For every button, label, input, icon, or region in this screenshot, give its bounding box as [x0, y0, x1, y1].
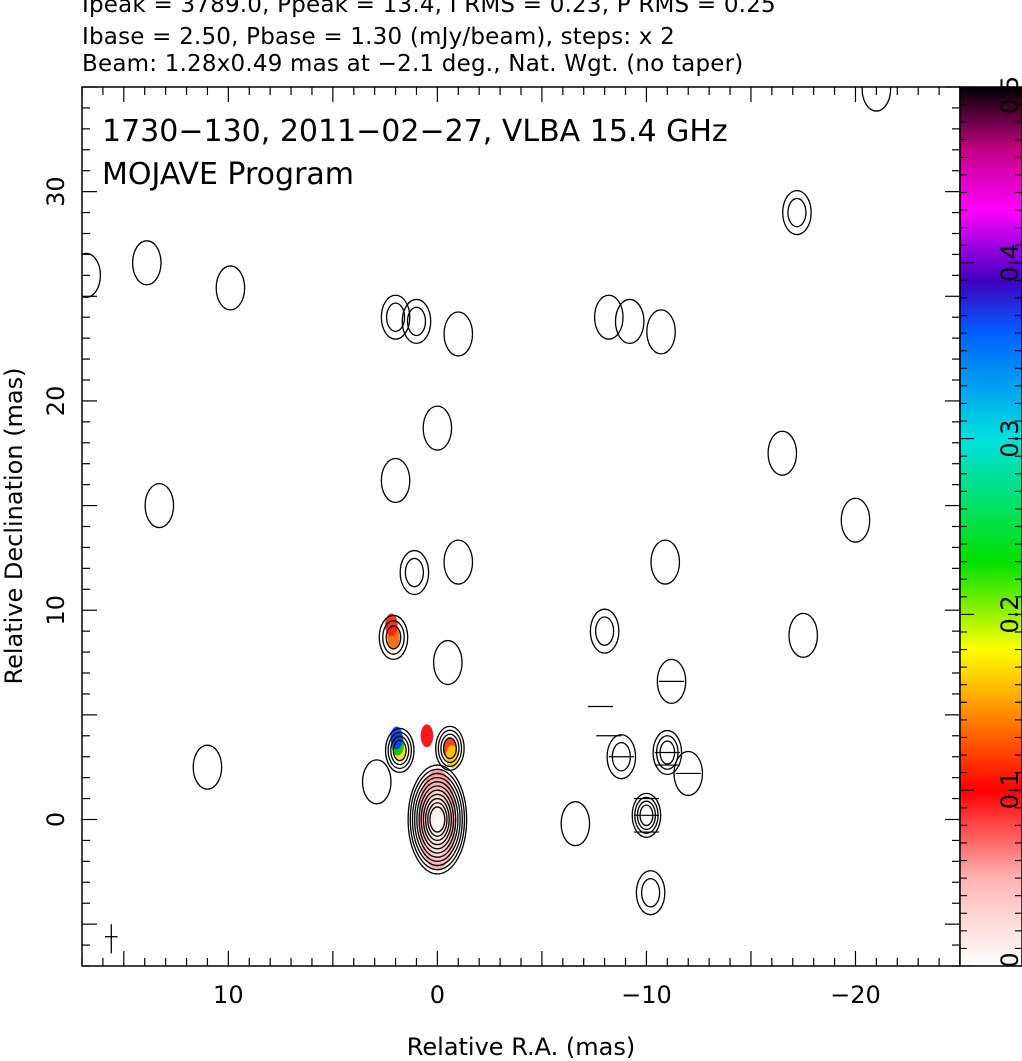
chart-annotation-source: 1730−130, 2011−02−27, VLBA 15.4 GHz	[102, 114, 728, 149]
chart-annotation-program: MOJAVE Program	[102, 157, 354, 192]
polarization-colour-patch	[420, 724, 434, 748]
contour-line	[427, 802, 448, 837]
y-tick-label: 10	[42, 595, 70, 626]
contour-line	[406, 306, 427, 337]
contour-line	[385, 625, 402, 650]
colorbar-tick-label: 0.5	[996, 76, 1022, 114]
x-tick-label: −10	[621, 981, 672, 1009]
contour-line	[361, 759, 392, 805]
contour-line	[385, 302, 406, 332]
header-line-beam: Beam: 1.28x0.49 mas at −2.1 deg., Nat. W…	[82, 51, 744, 77]
contour-line	[411, 772, 463, 867]
contour-line	[422, 793, 452, 846]
contour-line	[593, 294, 624, 340]
contour-line	[560, 801, 591, 847]
contour-line	[418, 785, 457, 854]
contour-line	[440, 733, 460, 764]
colorbar-tick-label: 0.3	[996, 420, 1022, 458]
y-tick-label: 30	[42, 176, 70, 207]
contour-line	[378, 614, 409, 661]
contour-line	[416, 781, 459, 858]
contour-line	[404, 557, 425, 588]
header-line-base-levels: Ibase = 2.50, Pbase = 1.30 (mJy/beam), s…	[82, 24, 675, 50]
contour-line	[192, 744, 223, 790]
contour-line	[380, 294, 411, 340]
contour-line	[442, 737, 457, 760]
contour-line	[788, 612, 819, 658]
contour-line	[435, 725, 465, 771]
core-colour-fill	[418, 769, 457, 870]
contour-line	[424, 797, 450, 842]
contour-line	[387, 731, 413, 770]
contour-line	[652, 729, 683, 776]
colorbar-ticks: 0 0.1 0.2 0.3 0.4 0.5	[960, 76, 1022, 968]
contour-line	[392, 739, 407, 762]
contour-line	[646, 309, 676, 355]
contour-line	[414, 776, 461, 863]
axes-group: 10 0 −10 −20 0 10 20 30	[42, 86, 961, 1009]
x-tick-label: 10	[213, 981, 244, 1009]
contour-line	[594, 616, 615, 646]
contour-line	[429, 806, 446, 833]
colorbar-tick-label: 0.2	[996, 595, 1022, 633]
contour-line	[656, 658, 687, 704]
stokes-i-contours	[82, 87, 892, 875]
contour-line	[673, 750, 704, 797]
contour-line	[443, 539, 474, 585]
plot-frame	[81, 86, 961, 967]
contour-line	[382, 620, 405, 655]
x-axis-label: Relative R.A. (mas)	[407, 1033, 635, 1061]
contour-line	[401, 298, 432, 345]
contour-line	[437, 729, 463, 768]
contour-line	[144, 482, 175, 529]
contour-line	[407, 764, 468, 875]
contour-line	[422, 405, 453, 451]
contour-line	[614, 298, 645, 345]
contour-line	[650, 539, 681, 585]
x-tick-label: −20	[830, 981, 881, 1009]
contour-line	[409, 768, 466, 871]
header-line-peaks: Ipeak = 3789.0, Ppeak = 13.4, I RMS = 0.…	[82, 0, 776, 18]
colorbar-tick-label: 0	[996, 952, 1022, 967]
evpa-ticks	[587, 680, 701, 833]
contour-line	[131, 240, 162, 286]
contour-line	[399, 549, 430, 596]
y-axis-label: Relative Declination (mas)	[0, 367, 28, 684]
contour-line	[443, 311, 474, 357]
contour-line	[390, 735, 410, 766]
contour-line	[767, 430, 798, 476]
contour-line	[420, 789, 455, 850]
contour-line	[380, 457, 411, 504]
x-tick-label: 0	[430, 981, 445, 1009]
contour-line	[82, 252, 102, 298]
contour-line	[432, 639, 463, 686]
colorbar-tick-label: 0.4	[996, 244, 1022, 282]
contour-line	[782, 189, 812, 236]
contour-line	[840, 497, 871, 543]
contour-line	[861, 87, 892, 112]
plot-area	[82, 87, 892, 954]
y-tick-label: 20	[42, 386, 70, 417]
contour-line	[606, 734, 637, 780]
contour-line	[635, 870, 666, 916]
contour-line	[787, 197, 807, 228]
contour-line	[215, 265, 246, 311]
colorbar	[959, 86, 1022, 967]
y-tick-label: 0	[42, 812, 70, 827]
contour-line	[384, 727, 415, 774]
contour-line	[631, 792, 662, 838]
contour-line	[589, 608, 620, 654]
colorbar-tick-label: 0.1	[996, 771, 1022, 809]
contour-line	[640, 877, 661, 908]
